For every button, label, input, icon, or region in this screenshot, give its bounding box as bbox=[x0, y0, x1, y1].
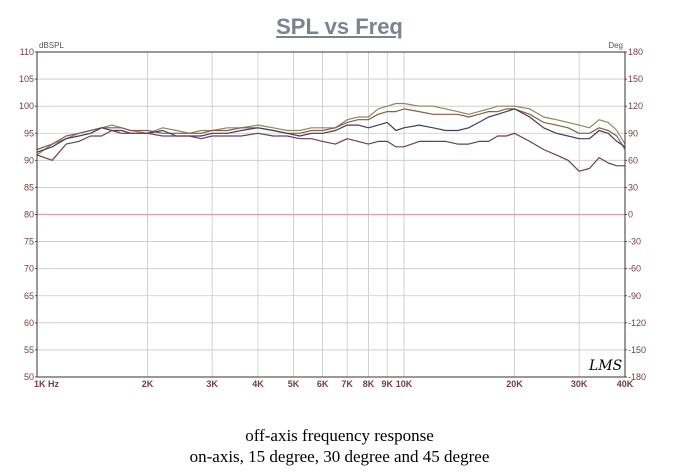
y-tick-left-label: 95 bbox=[24, 128, 34, 138]
caption-line-2: on-axis, 15 degree, 30 degree and 45 deg… bbox=[189, 447, 490, 466]
y-tick-left-label: 100 bbox=[19, 101, 34, 111]
y-tick-left-label: 50 bbox=[24, 372, 34, 382]
spl-frequency-chart: 50 55 60 65 70 75 80 85 90 95 100 105 110 -180 -150 -12… bbox=[19, 41, 646, 389]
x-tick-label: 30K bbox=[571, 379, 588, 389]
y-tick-right-label: 0 bbox=[628, 210, 633, 220]
y-tick-left-label: 70 bbox=[24, 264, 34, 274]
y-tick-right-label: -120 bbox=[628, 318, 646, 328]
y-axis-right-label: Deg bbox=[608, 41, 623, 50]
y-tick-right-label: -60 bbox=[628, 264, 641, 274]
x-tick-label: 40K bbox=[617, 379, 634, 389]
y-tick-right-label: 30 bbox=[628, 182, 638, 192]
y-tick-left-label: 90 bbox=[24, 155, 34, 165]
y-tick-right-label: 90 bbox=[628, 128, 638, 138]
y-tick-right-label: -180 bbox=[628, 372, 646, 382]
y-tick-right-label: 180 bbox=[628, 47, 643, 57]
x-tick-label: 2K bbox=[142, 379, 154, 389]
chart-title: SPL vs Freq bbox=[276, 14, 403, 39]
y-axis-left-label: dBSPL bbox=[39, 41, 64, 50]
x-tick-label: 4K bbox=[252, 379, 264, 389]
axis-layer: 50 55 60 65 70 75 80 85 90 95 100 105 110 -180 -150 -12… bbox=[19, 47, 646, 389]
signature-logo: LMS bbox=[588, 358, 622, 374]
x-tick-label: 1K Hz bbox=[34, 379, 60, 389]
y-tick-left-label: 80 bbox=[24, 210, 34, 220]
y-tick-right-label: -90 bbox=[628, 291, 641, 301]
x-tick-label: 8K bbox=[363, 379, 375, 389]
y-tick-left-label: 55 bbox=[24, 345, 34, 355]
y-tick-left-label: 75 bbox=[24, 237, 34, 247]
y-tick-left-label: 105 bbox=[19, 74, 34, 84]
y-tick-left-label: 85 bbox=[24, 182, 34, 192]
y-tick-right-label: 150 bbox=[628, 74, 643, 84]
series-line-2 bbox=[36, 108, 626, 151]
series-line-4 bbox=[36, 129, 625, 172]
x-tick-label: 6K bbox=[317, 379, 329, 389]
x-tick-label: 5K bbox=[288, 379, 300, 389]
x-tick-label: 20K bbox=[506, 379, 523, 389]
y-tick-right-label: -30 bbox=[628, 237, 641, 247]
y-tick-left-label: 60 bbox=[24, 318, 34, 328]
caption-line-1: off-axis frequency response bbox=[245, 426, 434, 445]
x-tick-label: 3K bbox=[206, 379, 218, 389]
y-tick-right-label: -150 bbox=[628, 345, 646, 355]
series-layer bbox=[36, 102, 626, 172]
y-tick-right-label: 120 bbox=[628, 101, 643, 111]
x-tick-label: 9K bbox=[381, 379, 393, 389]
x-tick-label: 7K bbox=[341, 379, 353, 389]
x-tick-label: 10K bbox=[396, 379, 413, 389]
y-tick-left-label: 65 bbox=[24, 291, 34, 301]
y-tick-right-label: 60 bbox=[628, 155, 638, 165]
y-tick-left-label: 110 bbox=[20, 47, 34, 57]
series-line-1 bbox=[36, 102, 626, 156]
